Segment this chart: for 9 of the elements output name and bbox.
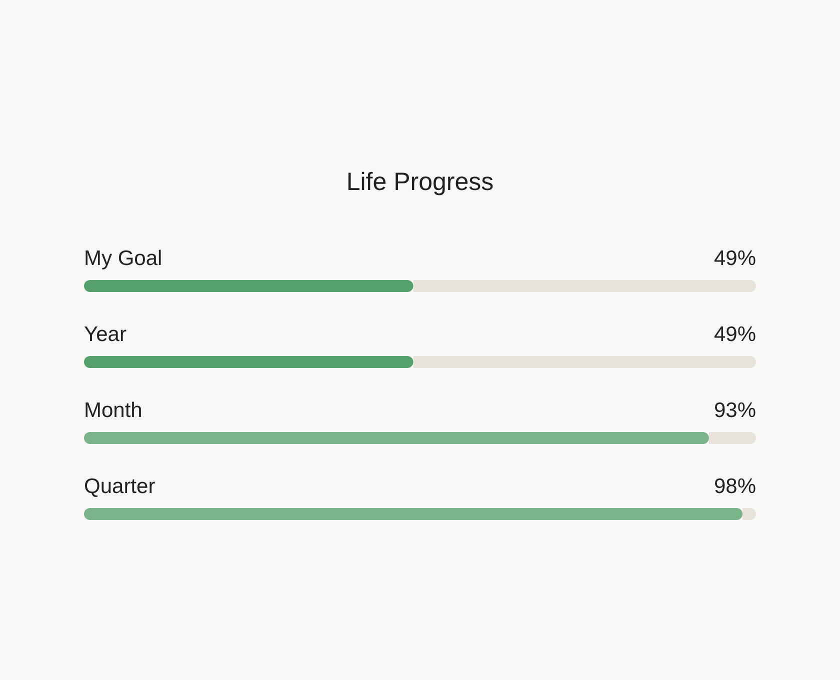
data-label: 49%: [714, 247, 756, 270]
data-label: 98%: [714, 475, 756, 498]
y-tick-label: Month: [84, 399, 142, 422]
y-tick-label: My Goal: [84, 247, 162, 270]
y-tick-label: Year: [84, 323, 126, 346]
y-tick-label: Quarter: [84, 475, 156, 498]
data-label: 49%: [714, 323, 756, 346]
data-label: 93%: [714, 399, 756, 422]
chart-title: Life Progress: [346, 168, 494, 196]
